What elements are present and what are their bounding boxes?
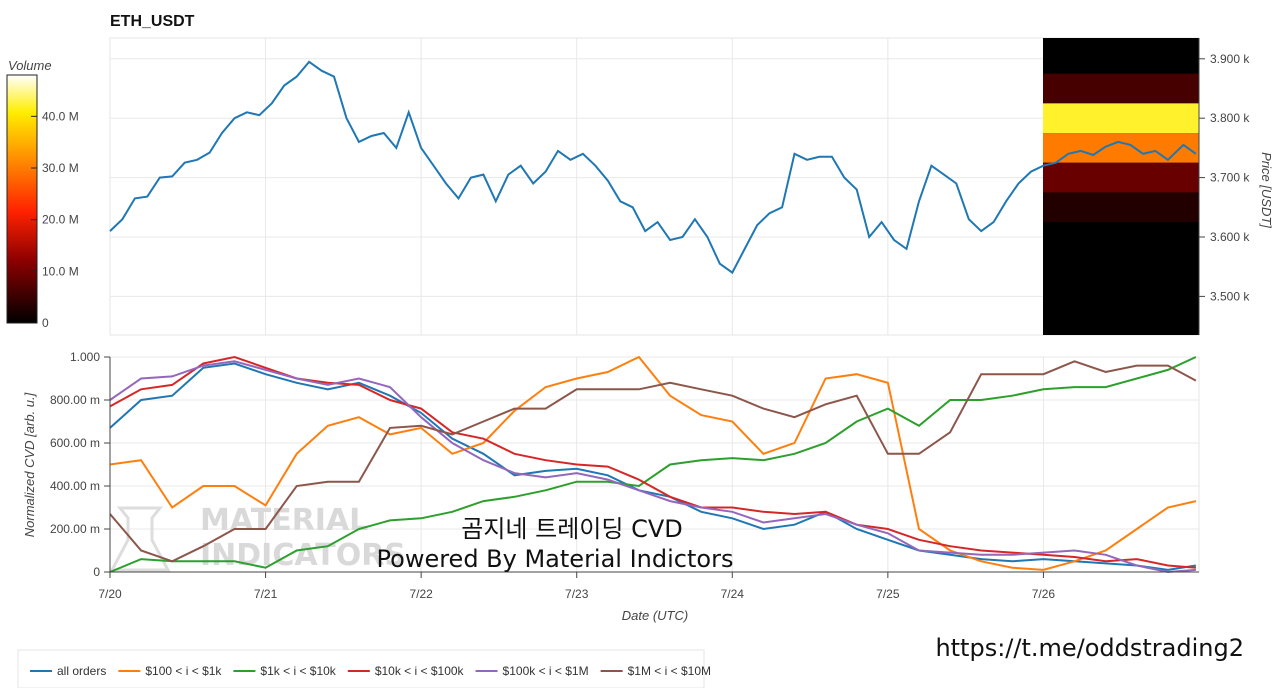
cvd-plot-area: [109, 356, 1200, 573]
colorbar-tick-label: 40.0 M: [42, 109, 79, 123]
heatmap-cell: [1043, 73, 1199, 104]
price-tick-label: 3.800 k: [1210, 111, 1250, 125]
cvd-tick-label: 800.00 m: [50, 393, 100, 407]
heatmap-cell: [1043, 162, 1199, 193]
heatmap-cell: [1043, 133, 1199, 163]
date-tick-label: 7/21: [254, 587, 278, 601]
colorbar-tick-label: 30.0 M: [42, 161, 79, 175]
price-tick-label: 3.700 k: [1210, 171, 1250, 185]
heatmap-cell: [1043, 103, 1199, 134]
overlay-subtitle: Powered By Material Indictors: [377, 545, 734, 573]
chart-title: ETH_USDT: [110, 13, 195, 30]
cvd-tick-label: 600.00 m: [50, 436, 100, 450]
cvd-series-line: [109, 356, 1197, 573]
date-tick-label: 7/22: [409, 587, 433, 601]
colorbar-tick-label: 10.0 M: [42, 264, 79, 278]
heatmap-cell: [1043, 222, 1199, 335]
material-indicators-watermark: MATERIAL INDICATORS: [109, 503, 406, 573]
flask-logo-icon: [109, 506, 171, 572]
price-tick-label: 3.900 k: [1210, 52, 1250, 66]
colorbar-tick-label: 0: [42, 316, 49, 330]
telegram-url[interactable]: https://t.me/oddstrading2: [935, 634, 1244, 662]
price-plot-area: [109, 37, 1200, 336]
date-tick-label: 7/26: [1032, 587, 1056, 601]
date-tick-label: 7/20: [98, 587, 122, 601]
cvd-series-line: [109, 360, 1197, 563]
legend-box: [17, 649, 705, 688]
cvd-axis-label: Normalized CVD [arb. u.]: [22, 392, 37, 537]
cvd-tick-label: 200.00 m: [50, 522, 100, 536]
cvd-panel: MATERIAL INDICATORS 1.000 800.00 m 600.00 …: [22, 350, 1200, 623]
cvd-series-line: [109, 362, 1197, 571]
legend-label: $1k < i < $10k: [260, 664, 336, 678]
date-tick-label: 7/25: [876, 587, 900, 601]
date-tick-label: 7/23: [565, 587, 589, 601]
heatmap-cell: [1043, 192, 1199, 223]
cvd-tick-label: 1.000: [70, 350, 100, 364]
colorbar-tick-label: 20.0 M: [42, 213, 79, 227]
colorbar-gradient: [6, 74, 38, 324]
legend-label: $100 < i < $1k: [145, 664, 222, 678]
cvd-series-line: [109, 355, 1197, 571]
legend-label: $1M < i < $10M: [628, 664, 711, 678]
date-axis-label: Date (UTC): [622, 608, 688, 623]
watermark-line-2: INDICATORS: [200, 538, 406, 573]
watermark-line-1: MATERIAL: [200, 503, 368, 538]
price-line: [109, 60, 1197, 275]
cvd-series-line: [109, 360, 1196, 574]
price-tick-label: 3.600 k: [1210, 230, 1250, 244]
cvd-tick-label: 400.00 m: [50, 479, 100, 493]
heatmap-cell: [1043, 38, 1199, 74]
legend-label: $100k < i < $1M: [503, 664, 589, 678]
overlay-title: 곰지네 트레이딩 CVD: [461, 515, 682, 543]
legend-label: all orders: [57, 664, 106, 678]
cvd-tick-label: 0: [93, 565, 100, 579]
legend-label: $10k < i < $100k: [375, 664, 465, 678]
volume-colorbar: Volume 40.0 M 30.0 M 20.0 M 10.0 M 0: [6, 58, 79, 330]
legend: all orders $100 < i < $1k $1k < i < $10k $1…: [17, 649, 711, 688]
price-tick-label: 3.500 k: [1210, 289, 1250, 303]
colorbar-title: Volume: [8, 58, 52, 73]
price-panel: 3.900 k 3.800 k 3.700 k 3.600 k 3.500 k Pric…: [109, 37, 1274, 336]
price-axis-label: Price [USDT]: [1259, 152, 1274, 228]
date-tick-label: 7/24: [721, 587, 745, 601]
